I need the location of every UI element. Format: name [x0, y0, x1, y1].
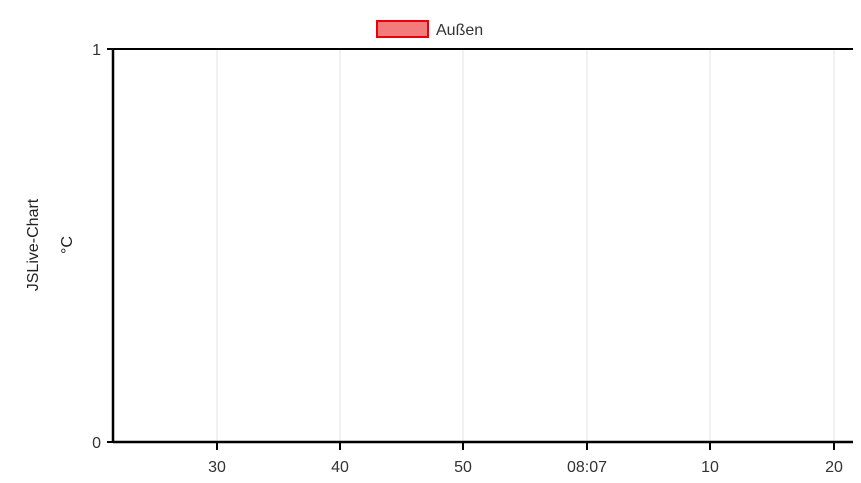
legend-swatch-aussen[interactable]: [376, 20, 429, 38]
x-tick-label-3: 08:07: [567, 459, 607, 476]
y-axis-ticks: 10: [92, 42, 113, 452]
x-tick-label-2: 50: [454, 459, 472, 476]
y-tick-label-0: 1: [92, 42, 101, 59]
x-tick-label-5: 20: [825, 459, 843, 476]
vertical-gridlines: [216, 50, 835, 442]
y-axis-title-primary: JSLive-Chart: [25, 198, 42, 291]
y-axis-title-unit: °C: [59, 236, 76, 254]
x-tick-label-0: 30: [208, 459, 226, 476]
x-tick-label-1: 40: [331, 459, 349, 476]
legend-label-aussen[interactable]: Außen: [436, 22, 483, 39]
y-tick-label-1: 0: [92, 435, 101, 452]
x-axis-ticks: 30 40 50 08:07 10 20: [208, 442, 843, 476]
legend[interactable]: Außen: [376, 20, 483, 39]
x-tick-label-4: 10: [701, 459, 719, 476]
